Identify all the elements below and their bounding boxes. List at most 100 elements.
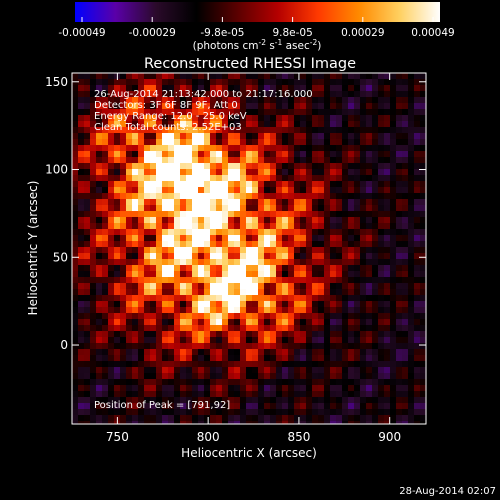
image-pixel <box>216 289 223 296</box>
image-pixel <box>300 289 307 296</box>
image-pixel <box>90 331 97 338</box>
image-pixel <box>288 235 295 242</box>
image-pixel <box>252 391 259 398</box>
image-pixel <box>180 391 187 398</box>
image-pixel <box>294 277 301 284</box>
image-pixel <box>408 121 415 128</box>
image-pixel <box>192 277 199 284</box>
image-pixel <box>216 247 223 254</box>
image-pixel <box>372 175 379 182</box>
image-pixel <box>264 199 271 206</box>
image-pixel <box>360 205 367 212</box>
image-pixel <box>258 313 265 320</box>
image-pixel <box>354 193 361 200</box>
colorbar-tick-label: -9.8e-05 <box>200 27 244 39</box>
image-pixel <box>390 313 397 320</box>
image-pixel <box>186 229 193 236</box>
image-pixel <box>180 205 187 212</box>
image-pixel <box>144 301 151 308</box>
image-pixel <box>240 331 247 338</box>
image-pixel <box>336 199 343 206</box>
image-pixel <box>96 319 103 326</box>
image-pixel <box>360 235 367 242</box>
image-pixel <box>384 103 391 110</box>
image-pixel <box>72 343 79 350</box>
image-pixel <box>420 289 426 296</box>
image-pixel <box>102 199 109 206</box>
image-pixel <box>300 211 307 218</box>
image-pixel <box>414 193 421 200</box>
image-pixel <box>360 163 367 170</box>
image-pixel <box>294 145 301 152</box>
image-pixel <box>156 325 163 332</box>
image-pixel <box>174 391 181 398</box>
image-pixel <box>330 277 337 284</box>
image-pixel <box>264 79 271 86</box>
image-pixel <box>402 157 409 164</box>
image-pixel <box>132 199 139 206</box>
image-pixel <box>324 151 331 158</box>
image-pixel <box>342 415 349 422</box>
image-pixel <box>414 271 421 278</box>
image-pixel <box>348 223 355 230</box>
image-pixel <box>72 235 79 242</box>
image-pixel <box>360 343 367 350</box>
image-pixel <box>420 175 426 182</box>
image-pixel <box>318 289 325 296</box>
image-pixel <box>120 343 127 350</box>
image-pixel <box>72 169 79 176</box>
image-pixel <box>252 175 259 182</box>
image-pixel <box>246 301 253 308</box>
image-pixel <box>336 301 343 308</box>
image-pixel <box>120 175 127 182</box>
image-pixel <box>120 259 127 266</box>
image-pixel <box>168 325 175 332</box>
image-pixel <box>168 223 175 230</box>
image-pixel <box>276 331 283 338</box>
image-pixel <box>282 265 289 272</box>
image-pixel <box>288 181 295 188</box>
image-pixel <box>180 127 187 134</box>
image-pixel <box>240 223 247 230</box>
image-pixel <box>300 157 307 164</box>
image-pixel <box>336 229 343 236</box>
image-pixel <box>78 421 85 424</box>
image-pixel <box>342 133 349 140</box>
image-pixel <box>258 343 265 350</box>
image-pixel <box>156 145 163 152</box>
image-pixel <box>300 133 307 140</box>
image-pixel <box>390 283 397 290</box>
image-pixel <box>90 133 97 140</box>
image-pixel <box>96 181 103 188</box>
image-pixel <box>420 397 426 404</box>
image-pixel <box>300 379 307 386</box>
image-pixel <box>378 253 385 260</box>
image-pixel <box>192 403 199 410</box>
image-pixel <box>336 85 343 92</box>
image-pixel <box>204 187 211 194</box>
image-pixel <box>414 211 421 218</box>
image-pixel <box>120 127 127 134</box>
image-pixel <box>408 391 415 398</box>
image-pixel <box>84 211 91 218</box>
image-pixel <box>126 79 133 86</box>
image-pixel <box>198 223 205 230</box>
image-pixel <box>168 157 175 164</box>
image-pixel <box>414 157 421 164</box>
image-pixel <box>72 331 79 338</box>
image-pixel <box>96 349 103 356</box>
image-pixel <box>294 289 301 296</box>
image-pixel <box>144 259 151 266</box>
image-pixel <box>336 307 343 314</box>
image-pixel <box>324 379 331 386</box>
image-pixel <box>378 265 385 272</box>
image-pixel <box>138 283 145 290</box>
image-pixel <box>348 379 355 386</box>
image-pixel <box>150 115 157 122</box>
image-pixel <box>324 175 331 182</box>
image-pixel <box>234 175 241 182</box>
image-pixel <box>396 103 403 110</box>
image-pixel <box>330 157 337 164</box>
image-pixel <box>192 139 199 146</box>
image-pixel <box>246 241 253 248</box>
